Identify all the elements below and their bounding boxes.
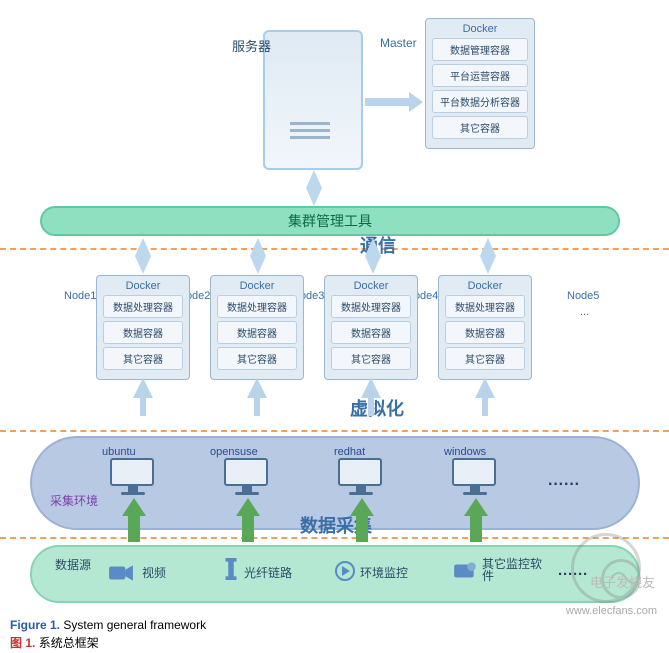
docker-item: 数据处理容器	[445, 295, 525, 318]
green-arrow-icon	[464, 498, 488, 542]
up-arrow-stem	[482, 396, 488, 416]
fig-text-zh: 系统总框架	[39, 636, 99, 650]
fig-text-en: System general framework	[63, 618, 206, 632]
source-item: 环境监控	[360, 564, 408, 581]
video-icon	[108, 562, 134, 584]
arrow-server-to-docker	[365, 98, 411, 106]
env-label: 采集环境	[50, 492, 98, 509]
docker-item: 数据容器	[445, 321, 525, 344]
docker-item: 数据处理容器	[331, 295, 411, 318]
os-label: opensuse	[210, 446, 258, 458]
diamond-arrow	[135, 238, 151, 274]
node-stack: Docker 数据处理容器 数据容器 其它容器	[438, 275, 532, 380]
node-label: Node1	[64, 290, 96, 302]
up-arrow-stem	[254, 396, 260, 416]
up-arrow-stem	[140, 396, 146, 416]
docker-title: Docker	[329, 280, 413, 292]
node-stack: Docker 数据处理容器 数据容器 其它容器	[324, 275, 418, 380]
watermark-url: www.elecfans.com	[566, 605, 657, 617]
other-monitor-icon	[452, 560, 478, 582]
docker-item: 数据容器	[217, 321, 297, 344]
docker-item: 其它容器	[103, 347, 183, 370]
env-monitor-icon	[332, 560, 358, 582]
source-label: 数据源	[55, 556, 91, 573]
os-label: ubuntu	[102, 446, 136, 458]
green-arrow-icon	[350, 498, 374, 542]
docker-item: 数据管理容器	[432, 38, 528, 61]
up-arrow-icon	[247, 378, 267, 398]
fig-label-en: Figure 1.	[10, 618, 60, 632]
docker-item: 数据容器	[331, 321, 411, 344]
source-item: 光纤链路	[244, 564, 292, 581]
diamond-arrow	[250, 238, 266, 274]
up-arrow-icon	[475, 378, 495, 398]
master-label: Master	[380, 36, 417, 50]
top-docker-stack: Docker 数据管理容器 平台运营容器 平台数据分析容器 其它容器	[425, 18, 535, 149]
os-label: redhat	[334, 446, 365, 458]
docker-item: 数据处理容器	[217, 295, 297, 318]
docker-title: Docker	[215, 280, 299, 292]
node-stack: Docker 数据处理容器 数据容器 其它容器	[96, 275, 190, 380]
cluster-tool-label: 集群管理工具	[288, 213, 372, 229]
green-arrow-icon	[122, 498, 146, 542]
docker-item: 其它容器	[432, 116, 528, 139]
docker-item: 其它容器	[217, 347, 297, 370]
diamond-arrow	[480, 238, 496, 274]
docker-item: 数据容器	[103, 321, 183, 344]
fiber-icon	[218, 558, 244, 580]
docker-item: 其它容器	[445, 347, 525, 370]
separator-2	[0, 430, 669, 432]
docker-title: Docker	[430, 23, 530, 35]
diamond-arrow	[365, 238, 381, 274]
green-arrow-icon	[236, 498, 260, 542]
docker-item: 数据处理容器	[103, 295, 183, 318]
up-arrow-icon	[133, 378, 153, 398]
cluster-tool-pill: 集群管理工具	[40, 206, 620, 236]
docker-title: Docker	[101, 280, 185, 292]
docker-item: 平台运营容器	[432, 64, 528, 87]
source-item: 视频	[142, 564, 166, 581]
diamond-arrow	[306, 170, 322, 206]
virtual-label: 虚拟化	[350, 395, 404, 421]
os-ellipsis: ······	[548, 476, 580, 494]
caption-line-2: 图 1. 系统总框架	[10, 634, 99, 651]
up-arrow-icon	[361, 378, 381, 398]
pc-icon	[338, 458, 384, 498]
pc-icon	[452, 458, 498, 498]
docker-title: Docker	[443, 280, 527, 292]
docker-item: 其它容器	[331, 347, 411, 370]
node-stack: Docker 数据处理容器 数据容器 其它容器	[210, 275, 304, 380]
pc-icon	[110, 458, 156, 498]
source-item: 其它监控软件	[482, 558, 542, 582]
up-arrow-stem	[368, 396, 374, 416]
fig-label-zh: 图 1.	[10, 636, 35, 650]
os-label: windows	[444, 446, 486, 458]
caption-line-1: Figure 1. System general framework	[10, 618, 206, 632]
node-ellipsis: ...	[580, 306, 589, 318]
node-label: Node5	[567, 290, 599, 302]
source-ellipsis: ······	[558, 566, 588, 583]
docker-item: 平台数据分析容器	[432, 90, 528, 113]
pc-icon	[224, 458, 270, 498]
server-box	[263, 30, 363, 170]
separator-1	[0, 248, 669, 250]
server-label: 服务器	[232, 36, 271, 55]
watermark-brand: 电子发烧友	[590, 572, 655, 591]
